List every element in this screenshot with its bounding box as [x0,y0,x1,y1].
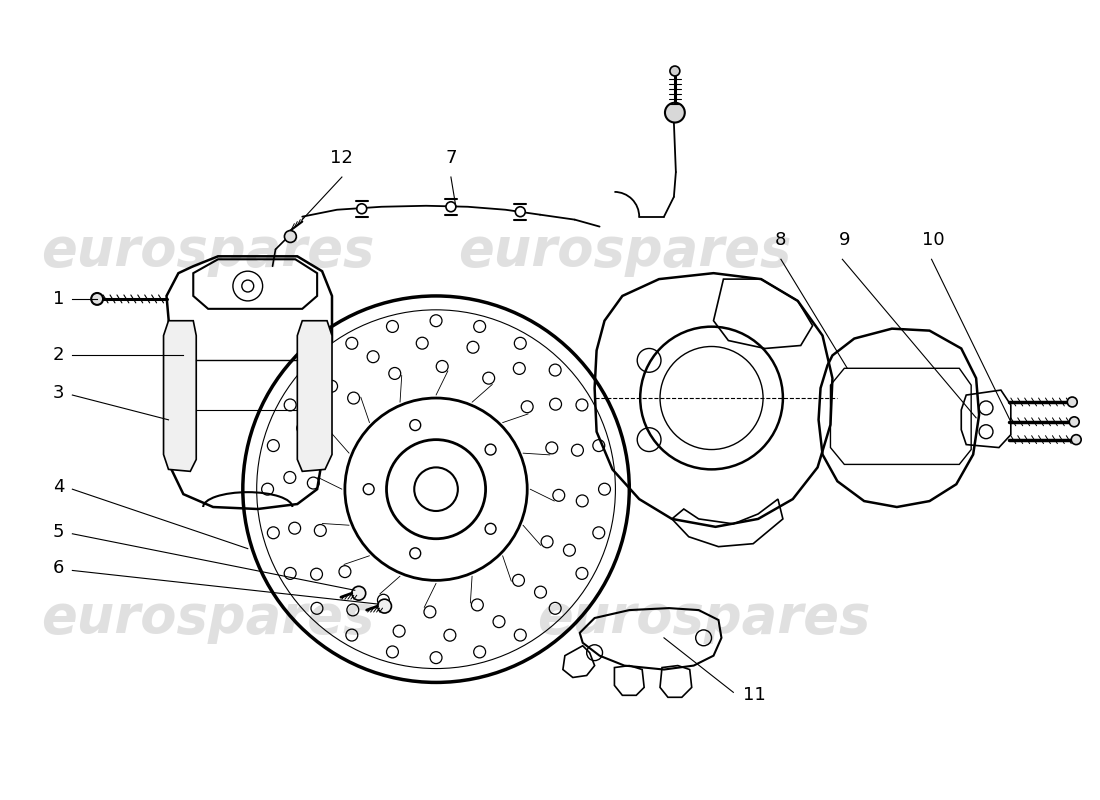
Text: 9: 9 [838,231,850,250]
Text: 12: 12 [330,149,353,167]
Circle shape [1067,397,1077,407]
Text: 11: 11 [744,686,766,704]
Circle shape [352,586,365,600]
Text: 1: 1 [53,290,65,308]
Circle shape [670,66,680,76]
Text: eurospares: eurospares [42,592,375,644]
Text: eurospares: eurospares [537,592,870,644]
Text: 7: 7 [446,149,456,167]
Circle shape [356,204,366,214]
Text: 5: 5 [53,522,65,541]
Circle shape [446,202,455,212]
Text: 10: 10 [922,231,945,250]
Text: 6: 6 [53,559,65,578]
Circle shape [1071,434,1081,445]
Circle shape [377,599,392,613]
Text: 4: 4 [53,478,65,496]
Circle shape [91,293,103,305]
Circle shape [285,230,296,242]
Circle shape [1069,417,1079,426]
Text: eurospares: eurospares [42,226,375,278]
Polygon shape [164,321,196,471]
Text: 2: 2 [53,346,65,365]
Text: 3: 3 [53,384,65,402]
Circle shape [666,102,685,122]
Text: 8: 8 [776,231,786,250]
Polygon shape [297,321,332,471]
Text: eurospares: eurospares [458,226,791,278]
Circle shape [515,206,525,217]
